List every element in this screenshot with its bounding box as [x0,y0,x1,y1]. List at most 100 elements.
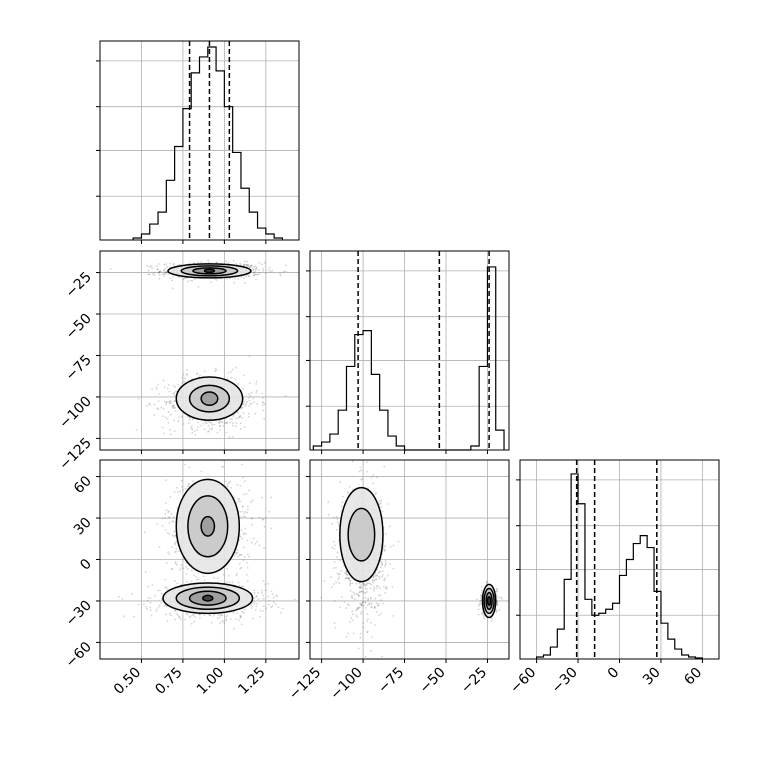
sample-point [348,577,350,580]
sample-point [381,562,383,564]
sample-point [226,277,228,280]
sample-point [169,277,172,280]
sample-point [379,566,382,569]
sample-point [174,580,177,582]
sample-point [186,415,189,418]
sample-point [479,600,481,603]
sample-point [360,469,363,472]
sample-point [157,606,160,609]
sample-point [135,429,138,431]
sample-point [397,540,400,543]
sample-point [368,603,371,606]
density-contour [486,596,492,606]
sample-point [381,510,384,513]
sample-point [249,402,252,405]
sample-point [187,483,190,486]
sample-point [208,428,211,430]
density-contour [203,268,216,274]
sample-point [239,264,242,266]
sample-point [210,621,213,624]
sample-point [270,496,273,499]
x-tick-label: 30 [640,665,664,689]
sample-point [250,607,253,609]
sample-point [376,585,379,588]
sample-point [253,591,256,594]
sample-point [374,493,377,496]
sample-point [356,615,358,618]
sample-point [255,269,257,271]
sample-point [347,492,349,495]
sample-point [265,272,267,274]
sample-point [253,589,256,592]
sample-point [211,423,214,426]
sample-point [261,589,264,592]
sample-point [384,560,387,562]
sample-point [182,567,185,570]
sample-point [173,490,176,493]
sample-point [268,510,271,513]
sample-point [162,407,165,410]
scatter-p1_vs_p3 [118,460,313,630]
x-tick-label: 0 [605,665,623,683]
sample-point [275,594,277,597]
sample-point [345,570,348,573]
sample-point [267,595,270,598]
sample-point [337,524,340,527]
sample-point [146,599,149,602]
sample-point [384,587,387,589]
sample-point [174,406,177,409]
sample-point [208,614,211,616]
sample-point [229,418,232,420]
sample-point [196,372,199,374]
sample-point [239,535,242,538]
sample-point [261,591,263,594]
sample-point [170,568,173,570]
sample-point [177,383,180,386]
sample-point [258,261,261,264]
sample-point [311,581,313,583]
sample-point [240,554,243,556]
sample-point [380,612,382,615]
sample-point [165,509,168,512]
sample-point [239,414,242,417]
sample-point [189,417,192,419]
sample-point [361,604,363,607]
sample-point [236,551,239,554]
sample-point [242,611,245,614]
sample-point [255,267,257,270]
sample-point [366,588,368,590]
sample-point [174,610,177,612]
sample-point [200,470,203,473]
sample-point [238,538,241,541]
sample-point [374,597,377,600]
sample-point [149,597,152,600]
sample-point [374,578,377,581]
sample-point [225,580,228,583]
sample-point [244,282,246,285]
sample-point [225,431,228,434]
sample-point [352,591,355,594]
sample-point [380,499,383,502]
sample-point [147,596,150,599]
y-tick-label: −50 [63,311,95,343]
sample-point [392,615,395,617]
sample-point [197,578,200,581]
sample-point [189,615,192,618]
sample-point [480,594,482,597]
sample-point [151,267,154,270]
sample-point [162,270,165,272]
sample-point [248,266,251,269]
sample-point [238,498,241,500]
sample-point [163,400,166,403]
sample-point [351,619,354,622]
sample-point [163,604,166,607]
sample-point [482,615,485,618]
sample-point [242,505,244,508]
sample-point [240,566,243,569]
sample-point [370,602,373,605]
sample-point [262,579,265,582]
sample-point [172,392,175,395]
sample-point [243,425,246,428]
density-contour [200,515,216,537]
sample-point [185,372,188,375]
